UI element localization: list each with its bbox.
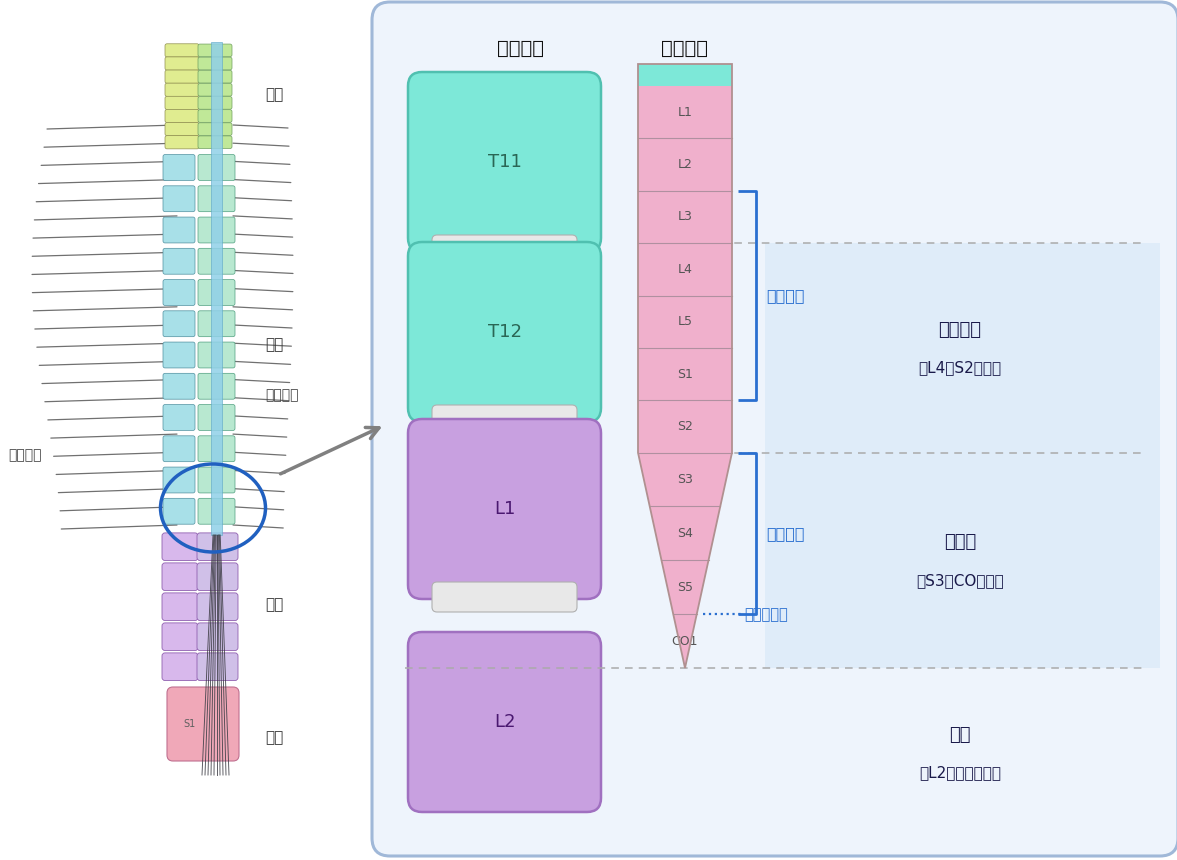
- FancyBboxPatch shape: [408, 242, 601, 422]
- FancyBboxPatch shape: [198, 155, 235, 181]
- Text: 排尿中枢: 排尿中枢: [766, 526, 805, 541]
- FancyBboxPatch shape: [198, 96, 232, 109]
- Text: 円錐上部: 円錐上部: [938, 321, 982, 339]
- Bar: [765, 452, 1161, 668]
- FancyBboxPatch shape: [198, 249, 235, 274]
- FancyBboxPatch shape: [162, 623, 198, 650]
- Bar: [638, 64, 732, 86]
- FancyBboxPatch shape: [162, 310, 195, 336]
- Text: （前方）: （前方）: [8, 448, 41, 462]
- FancyBboxPatch shape: [165, 83, 199, 96]
- FancyBboxPatch shape: [165, 109, 199, 123]
- Text: S1: S1: [184, 719, 197, 729]
- FancyBboxPatch shape: [162, 467, 195, 493]
- Text: S2: S2: [677, 420, 693, 433]
- FancyBboxPatch shape: [408, 72, 601, 252]
- FancyBboxPatch shape: [198, 280, 235, 305]
- FancyBboxPatch shape: [197, 563, 238, 591]
- Text: L5: L5: [678, 316, 692, 329]
- FancyBboxPatch shape: [198, 436, 235, 462]
- FancyBboxPatch shape: [165, 57, 199, 71]
- FancyBboxPatch shape: [198, 342, 235, 368]
- FancyBboxPatch shape: [162, 563, 198, 591]
- Text: L1: L1: [678, 106, 692, 119]
- FancyBboxPatch shape: [162, 533, 198, 561]
- FancyBboxPatch shape: [162, 249, 195, 274]
- Text: L1: L1: [494, 500, 516, 518]
- FancyBboxPatch shape: [198, 71, 232, 83]
- FancyBboxPatch shape: [197, 593, 238, 621]
- FancyBboxPatch shape: [162, 498, 195, 525]
- FancyBboxPatch shape: [162, 373, 195, 399]
- Text: （L4～S2髄節）: （L4～S2髄節）: [918, 360, 1002, 376]
- FancyBboxPatch shape: [198, 186, 235, 212]
- FancyBboxPatch shape: [165, 70, 199, 83]
- Text: 腰椎: 腰椎: [265, 598, 284, 612]
- Text: 胸椎: 胸椎: [265, 337, 284, 353]
- FancyBboxPatch shape: [162, 342, 195, 368]
- FancyBboxPatch shape: [432, 582, 577, 612]
- Text: L2: L2: [493, 713, 516, 731]
- FancyBboxPatch shape: [162, 593, 198, 621]
- FancyBboxPatch shape: [198, 373, 235, 399]
- FancyBboxPatch shape: [167, 687, 239, 761]
- FancyBboxPatch shape: [198, 310, 235, 336]
- FancyBboxPatch shape: [198, 57, 232, 70]
- FancyBboxPatch shape: [198, 123, 232, 136]
- Text: T12: T12: [487, 323, 521, 341]
- FancyBboxPatch shape: [165, 44, 199, 57]
- FancyBboxPatch shape: [198, 44, 232, 57]
- Text: S3: S3: [677, 473, 693, 486]
- Text: L2: L2: [678, 158, 692, 171]
- FancyBboxPatch shape: [165, 96, 199, 109]
- FancyBboxPatch shape: [198, 467, 235, 493]
- Text: S5: S5: [677, 580, 693, 593]
- FancyBboxPatch shape: [372, 2, 1177, 856]
- Text: 脊髄高位: 脊髄高位: [661, 39, 709, 58]
- FancyBboxPatch shape: [162, 404, 195, 431]
- FancyBboxPatch shape: [432, 405, 577, 435]
- Text: 円錐部: 円錐部: [944, 533, 976, 551]
- FancyBboxPatch shape: [198, 110, 232, 122]
- Text: （L2以下神経根）: （L2以下神経根）: [919, 765, 1000, 781]
- FancyBboxPatch shape: [162, 217, 195, 243]
- Text: 会陰部感覚: 会陰部感覚: [745, 606, 789, 622]
- FancyBboxPatch shape: [408, 419, 601, 599]
- Text: S4: S4: [677, 527, 693, 540]
- FancyBboxPatch shape: [408, 632, 601, 812]
- FancyBboxPatch shape: [198, 404, 235, 431]
- Text: 馬尾: 馬尾: [949, 726, 971, 744]
- Text: （S3～CO髄節）: （S3～CO髄節）: [916, 573, 1004, 588]
- FancyBboxPatch shape: [197, 653, 238, 680]
- Bar: [765, 243, 1161, 452]
- FancyBboxPatch shape: [165, 122, 199, 136]
- Text: L3: L3: [678, 211, 692, 224]
- FancyBboxPatch shape: [198, 498, 235, 525]
- Text: L4: L4: [678, 263, 692, 276]
- FancyBboxPatch shape: [162, 653, 198, 680]
- Text: CO1: CO1: [672, 635, 698, 648]
- FancyBboxPatch shape: [162, 280, 195, 305]
- Text: 錐体高位: 錐体高位: [497, 39, 544, 58]
- Bar: [212, 42, 222, 535]
- Text: T11: T11: [487, 153, 521, 171]
- FancyBboxPatch shape: [198, 217, 235, 243]
- Text: （後方）: （後方）: [265, 388, 299, 402]
- FancyBboxPatch shape: [165, 136, 199, 149]
- FancyBboxPatch shape: [197, 533, 238, 561]
- Text: S1: S1: [677, 367, 693, 381]
- FancyBboxPatch shape: [162, 186, 195, 212]
- FancyBboxPatch shape: [197, 623, 238, 650]
- FancyBboxPatch shape: [162, 155, 195, 181]
- FancyBboxPatch shape: [432, 235, 577, 265]
- Text: 仙骨: 仙骨: [265, 730, 284, 746]
- Text: 下肢運動: 下肢運動: [766, 288, 805, 303]
- Polygon shape: [638, 64, 732, 668]
- Text: 頸椎: 頸椎: [265, 88, 284, 102]
- FancyBboxPatch shape: [162, 436, 195, 462]
- FancyBboxPatch shape: [198, 83, 232, 96]
- FancyBboxPatch shape: [198, 136, 232, 149]
